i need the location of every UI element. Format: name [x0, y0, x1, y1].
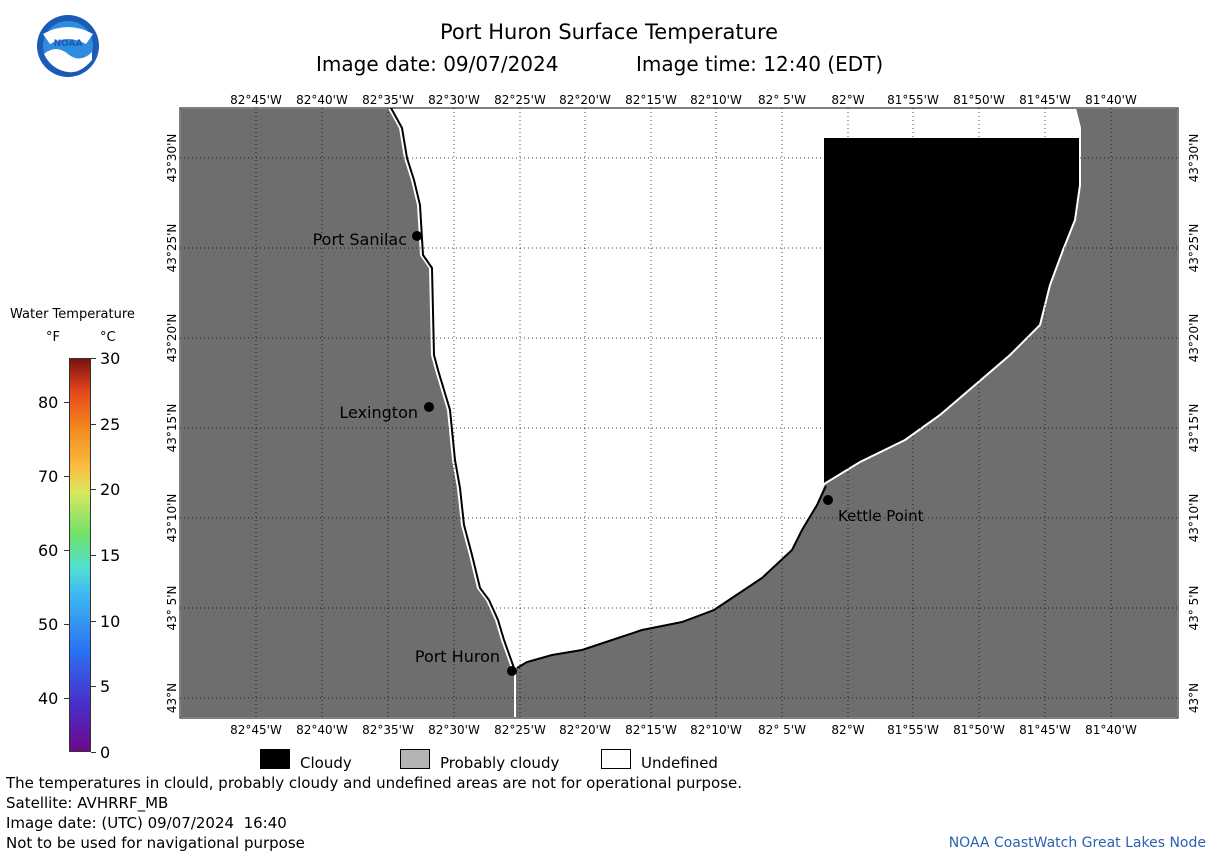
- lon-label-bottom: 82°35'W: [362, 723, 414, 737]
- lon-label-top: 82°40'W: [296, 93, 348, 107]
- navigation-note: Not to be used for navigational purpose: [6, 834, 305, 852]
- lat-label-left: 43°20'N: [165, 314, 179, 363]
- lon-label-top: 82°20'W: [559, 93, 611, 107]
- colorbar-tick-mark: [64, 624, 69, 625]
- colorbar-tick-mark: [64, 698, 69, 699]
- colorbar-tick-fahrenheit: 50: [38, 615, 59, 634]
- place-marker-lexington: [424, 402, 434, 412]
- lon-label-top: 82°35'W: [362, 93, 414, 107]
- legend-swatch-cloudy: [260, 749, 290, 769]
- disclaimer-note: The temperatures in clould, probably clo…: [6, 774, 743, 792]
- lon-label-bottom: 82°30'W: [428, 723, 480, 737]
- colorbar-tick-fahrenheit: 60: [38, 541, 59, 560]
- lon-label-bottom: 82°15'W: [625, 723, 677, 737]
- colorbar-tick-celsius: 0: [100, 743, 111, 762]
- lat-label-right: 43°25'N: [1187, 224, 1201, 273]
- colorbar-tick-celsius: 15: [100, 546, 121, 565]
- credit-link[interactable]: NOAA CoastWatch Great Lakes Node: [948, 835, 1206, 851]
- colorbar-tick-celsius: 20: [100, 480, 121, 500]
- image-time: Image time: 12:40 (EDT): [636, 52, 884, 76]
- lon-label-top: 81°40'W: [1085, 93, 1137, 107]
- lon-label-bottom: 82°W: [831, 723, 864, 737]
- place-marker-port-sanilac: [412, 231, 422, 241]
- lat-label-right: 43°20'N: [1187, 314, 1201, 363]
- lon-label-bottom: 82°10'W: [690, 723, 742, 737]
- lon-label-top: 82°10'W: [690, 93, 742, 107]
- unit-fahrenheit: °F: [46, 330, 60, 345]
- temperature-colorbar: [69, 358, 91, 752]
- satellite-note: Satellite: AVHRRF_MB: [6, 794, 169, 812]
- place-label-lexington: Lexington: [339, 403, 418, 422]
- place-marker-kettle-point: [823, 495, 833, 505]
- colorbar-tick-mark: [91, 752, 96, 753]
- lon-label-top: 82°45'W: [230, 93, 282, 107]
- legend-label-probably-cloudy: Probably cloudy: [440, 754, 560, 772]
- colorbar-tick-celsius: 25: [100, 414, 121, 434]
- lon-label-bottom: 81°40'W: [1085, 723, 1137, 737]
- colorbar-tick-mark: [91, 620, 96, 622]
- place-label-port-huron: Port Huron: [415, 647, 500, 666]
- lon-label-bottom: 81°50'W: [953, 723, 1005, 737]
- lat-label-left: 43° 5'N: [165, 586, 179, 631]
- map-title: Port Huron Surface Temperature: [439, 20, 779, 44]
- lon-label-top: 81°50'W: [953, 93, 1005, 107]
- legend-label-cloudy: Cloudy: [300, 754, 352, 772]
- lat-label-right: 43°10'N: [1187, 494, 1201, 543]
- lon-label-bottom: 82°25'W: [494, 723, 546, 737]
- colorbar-tick-celsius: 10: [100, 611, 121, 631]
- land-ontario: [514, 108, 1178, 718]
- lon-label-bottom: 82°45'W: [230, 723, 282, 737]
- colorbar-tick-mark: [91, 358, 96, 359]
- noaa-logo: NOAA: [37, 15, 99, 77]
- lon-label-top: 81°55'W: [887, 93, 939, 107]
- legend-swatch-probably-cloudy: [400, 749, 430, 769]
- colorbar-tick-mark: [91, 423, 96, 425]
- lon-label-bottom: 81°45'W: [1019, 723, 1071, 737]
- lon-label-top: 82°15'W: [625, 93, 677, 107]
- lon-label-bottom: 82° 5'W: [758, 723, 806, 737]
- cloudy-area: [824, 138, 1080, 484]
- legend-label-undefined: Undefined: [641, 754, 718, 772]
- lon-label-bottom: 81°55'W: [887, 723, 939, 737]
- lat-label-left: 43°30'N: [165, 134, 179, 183]
- lat-label-left: 43°15'N: [165, 404, 179, 453]
- image-date: Image date: 09/07/2024: [316, 52, 559, 76]
- place-marker-port-huron: [507, 666, 517, 676]
- colorbar-tick-mark: [91, 686, 96, 688]
- colorbar-tick-mark: [64, 476, 69, 477]
- colorbar-title: Water Temperature: [10, 307, 135, 322]
- lat-label-right: 43°30'N: [1187, 134, 1201, 183]
- colorbar-tick-celsius: 5: [100, 677, 111, 697]
- lat-label-left: 43°10'N: [165, 494, 179, 543]
- colorbar-tick-fahrenheit: 40: [38, 689, 59, 708]
- noaa-logo-text: NOAA: [54, 39, 83, 49]
- place-label-kettle-point: Kettle Point: [838, 507, 924, 525]
- lon-label-bottom: 82°20'W: [559, 723, 611, 737]
- colorbar-tick-mark: [91, 489, 96, 491]
- colorbar-tick-celsius: 30: [100, 349, 121, 368]
- legend-swatch-undefined: [601, 749, 631, 769]
- lon-label-top: 82°W: [831, 93, 864, 107]
- colorbar-tick-fahrenheit: 70: [38, 467, 59, 486]
- utc-date-note: Image date: (UTC) 09/07/2024 16:40: [6, 814, 287, 832]
- lon-label-top: 81°45'W: [1019, 93, 1071, 107]
- map-frame: [179, 107, 1179, 719]
- colorbar-tick-mark: [64, 402, 69, 403]
- lat-label-left: 43°25'N: [165, 224, 179, 273]
- colorbar-tick-mark: [64, 550, 69, 551]
- lon-label-top: 82° 5'W: [758, 93, 806, 107]
- unit-celsius: °C: [100, 330, 116, 345]
- lat-label-right: 43°15'N: [1187, 404, 1201, 453]
- colorbar-tick-fahrenheit: 80: [38, 393, 59, 412]
- colorbar-tick-mark: [91, 555, 96, 556]
- lon-label-bottom: 82°40'W: [296, 723, 348, 737]
- lat-label-left: 43°N: [165, 683, 179, 713]
- lat-label-right: 43° 5'N: [1187, 586, 1201, 631]
- place-label-port-sanilac: Port Sanilac: [313, 230, 407, 249]
- lon-label-top: 82°30'W: [428, 93, 480, 107]
- lat-label-right: 43°N: [1187, 683, 1201, 713]
- lon-label-top: 82°25'W: [494, 93, 546, 107]
